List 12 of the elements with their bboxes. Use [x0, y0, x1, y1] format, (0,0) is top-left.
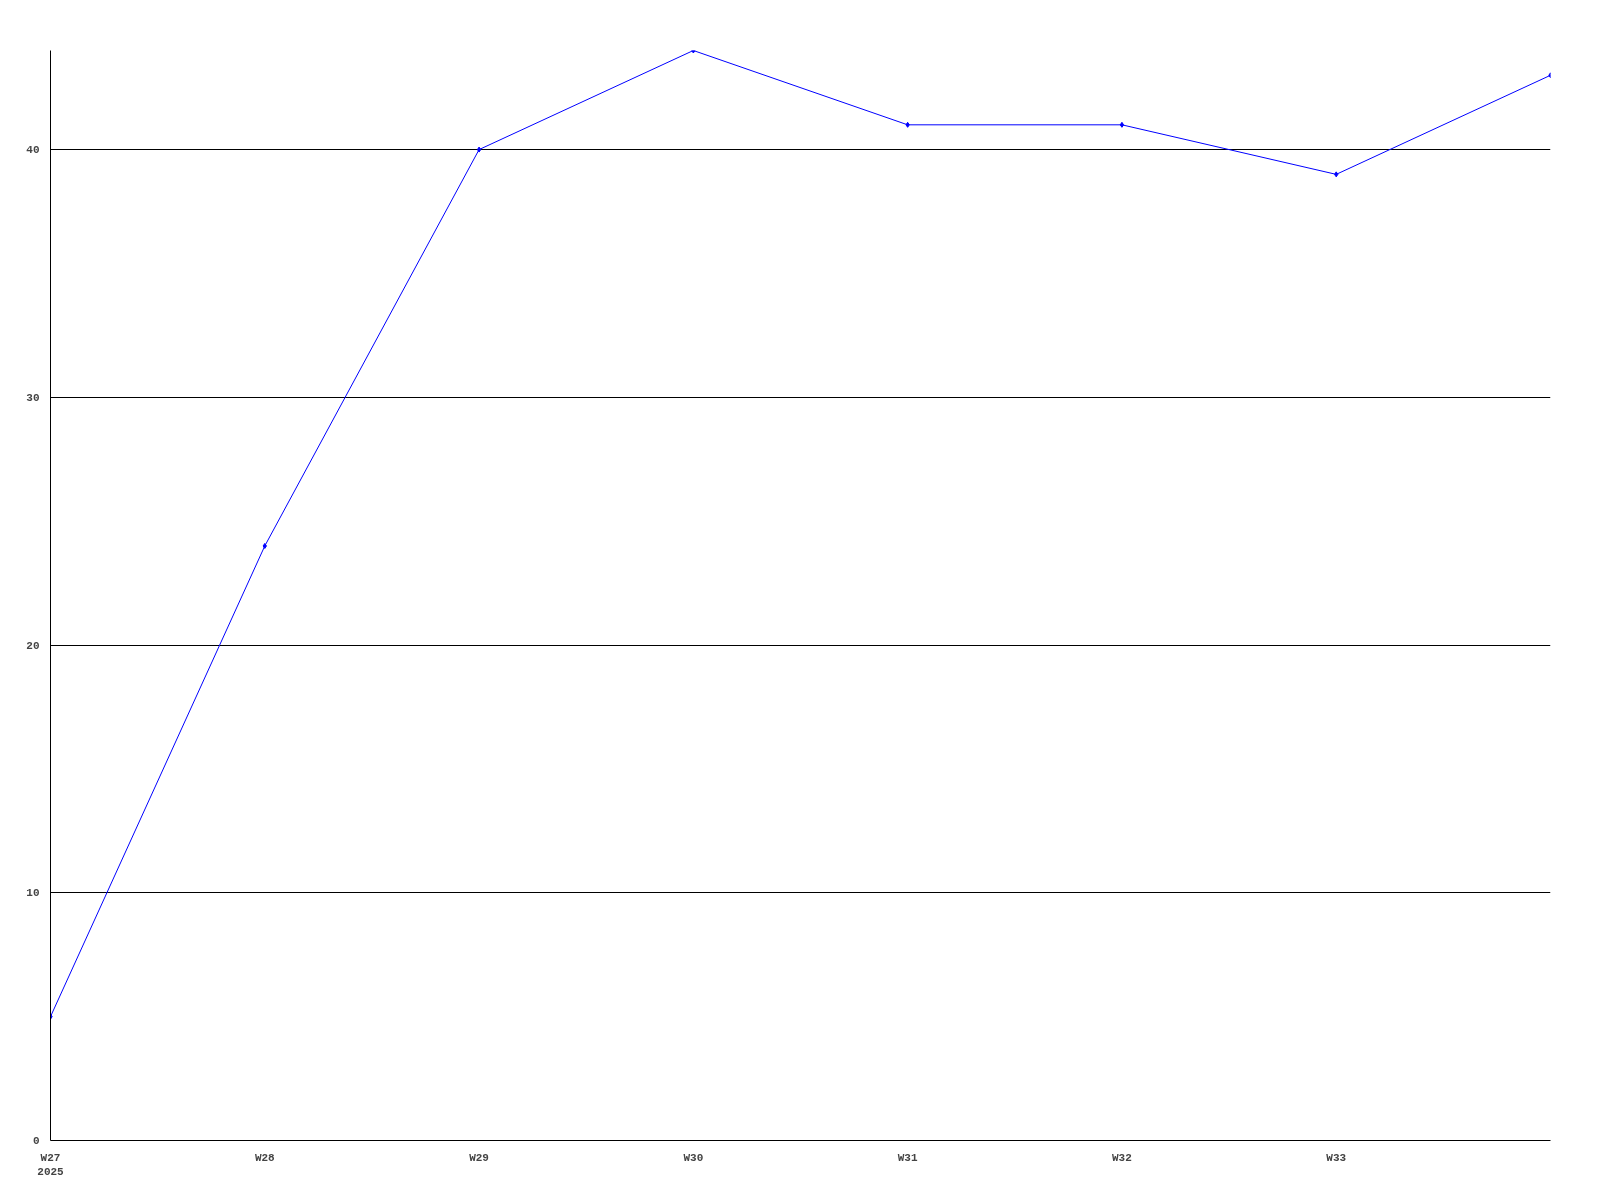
x-tick-label: W29: [469, 1151, 489, 1164]
y-tick-label: 20: [26, 639, 40, 652]
y-tick-label: 30: [26, 391, 40, 404]
x-tick-label: W28: [254, 1151, 276, 1164]
y-tick-label: 10: [26, 887, 40, 900]
x-tick-label: W31: [897, 1151, 918, 1164]
x-tick-label: W30: [683, 1151, 704, 1164]
x-tick-label: W32: [1112, 1151, 1132, 1164]
x-tick-label: W33: [1326, 1151, 1347, 1164]
y-tick-label: 0: [32, 1135, 40, 1147]
y-tick-label: 40: [26, 144, 40, 157]
x-tick-label: W27 2025: [37, 1151, 65, 1178]
